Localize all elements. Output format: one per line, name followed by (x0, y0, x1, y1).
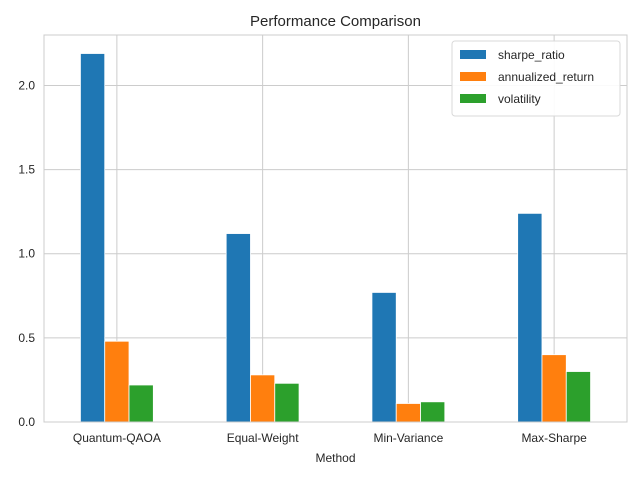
x-axis-label: Method (315, 451, 355, 465)
legend-box (451, 40, 621, 117)
bar-volatility (274, 382, 300, 423)
grid (44, 35, 627, 423)
legend-swatch (460, 50, 486, 59)
bar-sharpe_ratio (80, 53, 106, 423)
bar-annualized_return (250, 374, 276, 423)
y-axis-ticks: 0.0 0.5 1.0 1.5 2.0 (18, 78, 35, 429)
x-tick-label: Max-Sharpe (521, 431, 587, 445)
legend-swatch (460, 94, 486, 103)
legend-label: volatility (498, 92, 541, 106)
y-tick-label: 2.0 (18, 78, 35, 92)
y-tick-label: 0.0 (18, 415, 35, 429)
bars (80, 53, 591, 423)
y-tick-label: 1.5 (18, 163, 35, 177)
bar-sharpe_ratio (225, 233, 251, 423)
legend-label: annualized_return (498, 70, 594, 84)
plot-frame (43, 34, 628, 423)
chart-title: Performance Comparison (250, 13, 421, 30)
x-tick-label: Quantum-QAOA (73, 431, 161, 445)
y-tick-label: 0.5 (18, 331, 35, 345)
x-tick-label: Equal-Weight (227, 431, 299, 445)
bar-sharpe_ratio (517, 212, 543, 423)
x-axis-ticks: Quantum-QAOA Equal-Weight Min-Variance Max-… (73, 431, 587, 445)
bar-annualized_return (395, 403, 421, 423)
bar-volatility (420, 401, 446, 423)
x-tick-label: Min-Variance (373, 431, 443, 445)
legend-swatch (460, 72, 486, 81)
legend-label: sharpe_ratio (498, 48, 565, 62)
bar-annualized_return (541, 354, 567, 423)
y-tick-label: 1.0 (18, 247, 35, 261)
bar-annualized_return (104, 340, 130, 423)
bar-sharpe_ratio (371, 292, 397, 423)
bar-volatility (565, 371, 591, 423)
legend: sharpe_ratio annualized_return volatility (451, 40, 621, 117)
bar-volatility (128, 384, 154, 423)
